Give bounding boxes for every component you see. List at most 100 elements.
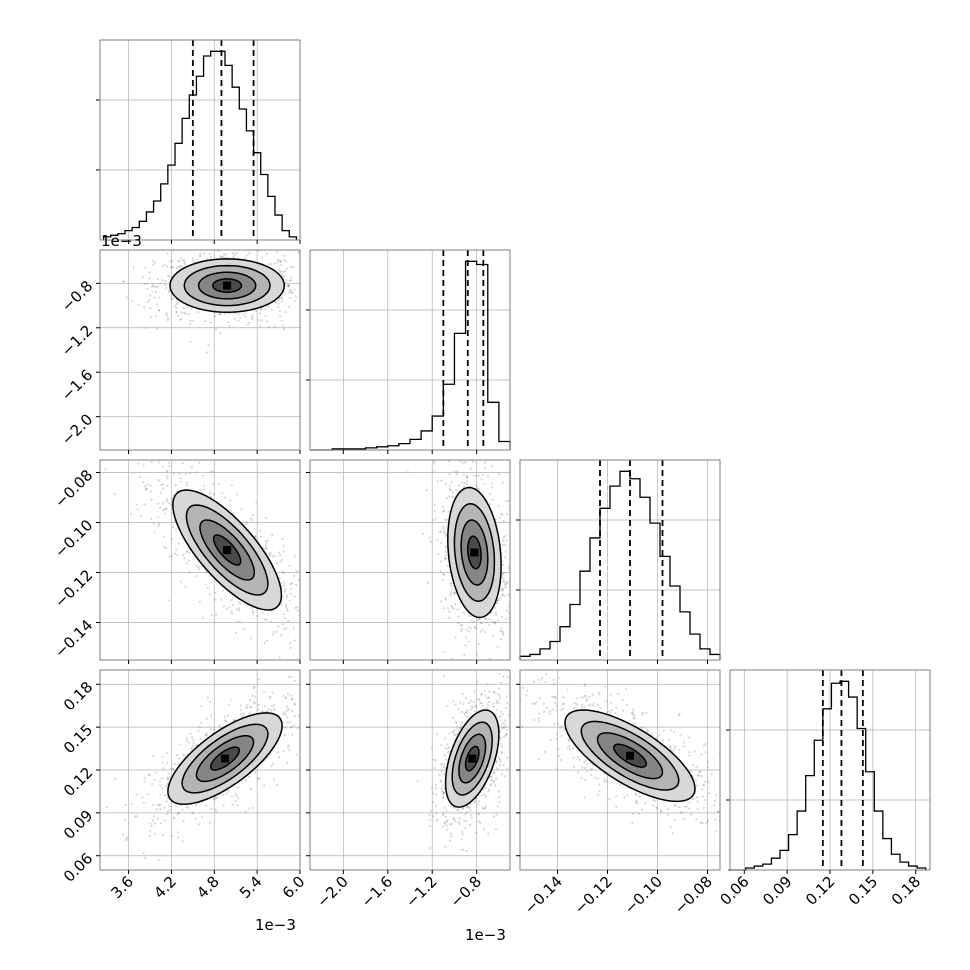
scatter-point: [182, 306, 186, 310]
scatter-point: [503, 556, 507, 559]
scatter-point: [459, 629, 462, 633]
scatter-point: [428, 813, 431, 817]
scatter-point: [166, 783, 169, 786]
scatter-point: [175, 548, 178, 551]
scatter-point: [434, 804, 437, 807]
scatter-point: [247, 807, 250, 810]
density-peak: [468, 754, 477, 763]
scatter-point: [257, 777, 260, 780]
scatter-point: [150, 285, 154, 288]
scatter-point: [198, 822, 201, 826]
scatter-point: [430, 809, 433, 812]
scatter-point: [436, 552, 439, 556]
scatter-point: [438, 773, 441, 776]
scatter-point: [470, 619, 473, 622]
scatter-point: [205, 571, 208, 574]
contour-line-0: [212, 278, 243, 293]
scatter-point: [315, 649, 317, 651]
scatter-point: [480, 478, 483, 481]
scatter-point: [160, 483, 163, 487]
scatter-point: [567, 738, 570, 741]
scatter-point: [453, 820, 457, 823]
scatter-point: [567, 740, 571, 743]
scatter-point: [500, 627, 503, 630]
scatter-point: [453, 591, 456, 594]
scatter-point: [305, 701, 307, 703]
scatter-point: [165, 265, 169, 268]
scatter-point: [560, 725, 563, 728]
scatter-point: [472, 700, 476, 704]
scatter-point: [250, 316, 254, 319]
scatter-point: [232, 512, 235, 515]
scatter-point: [323, 318, 325, 320]
scatter-point: [511, 712, 513, 714]
scatter-point: [596, 793, 600, 796]
scatter-point: [506, 675, 509, 679]
scatter-point: [231, 251, 235, 255]
scatter-point: [293, 702, 296, 705]
scatter-point: [151, 283, 154, 286]
scatter-point: [239, 708, 243, 711]
scatter-point: [492, 772, 495, 775]
scatter-point: [476, 680, 479, 683]
scatter-points: [105, 675, 307, 862]
scatter-point: [496, 601, 499, 605]
scatter-point: [166, 252, 169, 255]
scatter-point: [166, 752, 169, 755]
scatter-point: [293, 679, 296, 682]
scatter-point: [691, 798, 694, 801]
scatter-point: [162, 483, 165, 486]
scatter-point: [313, 613, 315, 615]
scatter-point: [267, 707, 270, 710]
scatter-point: [151, 290, 154, 293]
scatter-point: [528, 618, 530, 620]
scatter-point: [181, 840, 184, 843]
scatter-point: [274, 301, 277, 304]
scatter-point: [210, 230, 212, 232]
scatter-point: [472, 690, 476, 693]
scatter-point: [442, 813, 445, 816]
scatter-point: [493, 690, 496, 693]
contour-line-0: [464, 745, 480, 772]
scatter-point: [290, 288, 293, 291]
scatter-point: [265, 252, 269, 255]
scatter-point: [443, 556, 446, 559]
scatter-point: [164, 507, 168, 510]
scatter-point: [251, 518, 254, 522]
scatter-point: [284, 696, 287, 699]
scatter-point: [236, 804, 239, 807]
scatter-point: [235, 608, 238, 611]
scatter-point: [212, 798, 215, 801]
scatter-point: [467, 806, 470, 810]
scatter-point: [428, 824, 431, 828]
scatter-point: [672, 749, 675, 753]
scatter-point: [245, 522, 248, 526]
scatter-point: [214, 591, 217, 595]
scatter-point: [162, 447, 164, 449]
scatter-point: [312, 265, 314, 267]
scatter-point: [229, 499, 232, 502]
scatter-point: [176, 813, 179, 816]
scatter-point: [264, 544, 267, 548]
scatter-point: [666, 813, 670, 816]
scatter-point: [149, 822, 152, 825]
scatter-point: [260, 535, 263, 538]
scatter-point: [199, 704, 202, 708]
scatter-point: [625, 703, 629, 707]
scatter-point: [493, 784, 497, 787]
density-peak: [470, 548, 479, 557]
scatter-point: [173, 817, 176, 820]
scatter-point: [513, 530, 515, 532]
scatter-point: [184, 262, 187, 265]
scatter-point: [454, 703, 457, 706]
scatter-point: [290, 698, 294, 701]
scatter-point: [456, 608, 459, 611]
scatter-point: [189, 322, 192, 326]
scatter-point: [428, 536, 431, 539]
scatter-point: [191, 257, 194, 260]
scatter-point: [520, 609, 522, 611]
scatter-point: [432, 815, 435, 818]
scatter-point: [555, 767, 558, 770]
scatter-point: [444, 747, 447, 750]
scatter-point: [426, 581, 430, 584]
